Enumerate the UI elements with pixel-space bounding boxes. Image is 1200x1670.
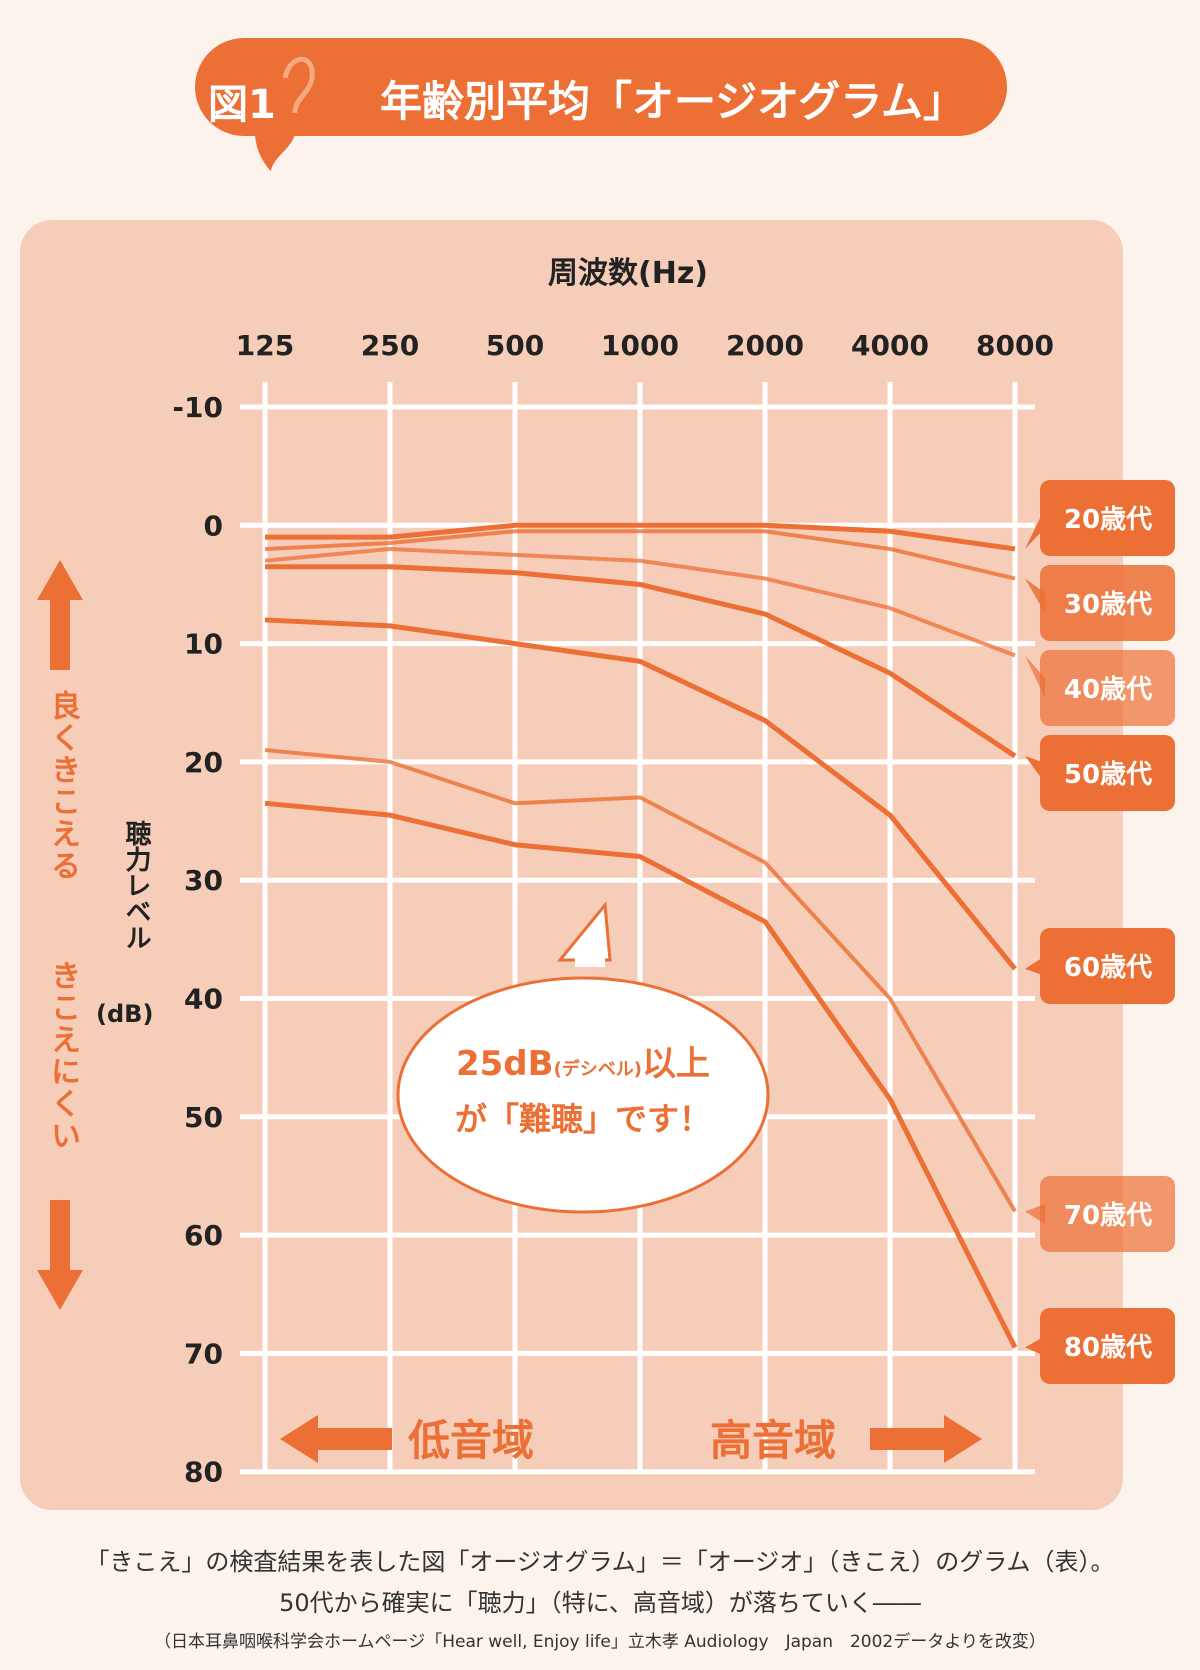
bubble-tail xyxy=(556,901,612,962)
series-line xyxy=(264,748,1017,1213)
legend-label: 80歳代 xyxy=(1064,1333,1152,1363)
y-tick-label: 70 xyxy=(184,1337,223,1370)
legend-tag xyxy=(1040,650,1175,726)
x-axis-title: 周波数(Hz) xyxy=(548,256,708,291)
high-range-label: 高音域 xyxy=(710,1416,836,1465)
high-range-arrow xyxy=(870,1415,982,1463)
legend-tag xyxy=(1040,480,1175,556)
audiogram-chart: 周波数(Hz) 125 250 500 1000 2000 4000 8000 -10 0 10 20… xyxy=(37,256,1175,1489)
y-tick-label: 10 xyxy=(184,628,223,661)
series-line xyxy=(264,529,1016,581)
ear-icon xyxy=(254,42,328,172)
legend-label: 60歳代 xyxy=(1064,953,1152,983)
low-range-label: 低音域 xyxy=(408,1416,534,1465)
y-tick-label: 60 xyxy=(184,1219,223,1252)
caption-source: （日本耳鼻咽喉科学会ホームページ「Hear well, Enjoy life」立… xyxy=(154,1632,1046,1652)
caption-line-2: 50代から確実に「聴力」（特に、高音域）が落ちていく―― xyxy=(279,1589,921,1617)
series-line xyxy=(265,564,1017,759)
x-tick-label: 2000 xyxy=(726,329,804,362)
legend-label: 30歳代 xyxy=(1064,590,1152,620)
legend-label: 50歳代 xyxy=(1064,760,1152,790)
y-tick-label: -10 xyxy=(172,391,223,424)
x-tick-label: 500 xyxy=(486,329,544,362)
series-line xyxy=(264,546,1016,658)
x-tick-label: 8000 xyxy=(976,329,1054,362)
legend-tag xyxy=(1040,565,1175,641)
worse-hearing-label: きこえにくい xyxy=(45,960,80,1152)
down-arrow xyxy=(37,1200,83,1310)
low-range-arrow xyxy=(280,1415,392,1463)
bubble-join xyxy=(575,955,605,967)
legend-tag xyxy=(1040,928,1175,1004)
x-tick-label: 125 xyxy=(236,329,294,362)
legend-tag xyxy=(1040,735,1175,811)
legend-label: 20歳代 xyxy=(1064,505,1152,535)
y-tick-label: 20 xyxy=(184,746,223,779)
y-axis-unit: (dB) xyxy=(96,1000,154,1028)
y-tick-label: 40 xyxy=(184,983,223,1016)
y-axis-title: 聴力レベル xyxy=(121,820,151,950)
legend-tag xyxy=(1040,1308,1175,1384)
y-tick-label: 30 xyxy=(184,864,223,897)
series-line xyxy=(265,522,1016,552)
legend-tag xyxy=(1040,1176,1175,1252)
y-tick-label: 50 xyxy=(184,1101,223,1134)
caption-line-1: 「きこえ」の検査結果を表した図「オージオグラム」＝「オージオ」（きこえ）のグラム… xyxy=(85,1548,1115,1576)
x-tick-label: 1000 xyxy=(601,329,679,362)
x-tick-label: 4000 xyxy=(851,329,929,362)
y-tick-label: 80 xyxy=(184,1456,223,1489)
bubble-text-line-2: が「難聴」です！ xyxy=(455,1100,711,1138)
better-hearing-label: 良くきこえる xyxy=(45,690,80,882)
bubble-text-line-1: 25dB(デシベル)以上 xyxy=(456,1044,710,1084)
title-bar xyxy=(195,38,1007,136)
x-tick-label: 250 xyxy=(361,329,419,362)
speech-bubble xyxy=(396,976,770,1214)
series-line xyxy=(264,800,1018,1349)
legend-pointer xyxy=(1025,508,1045,549)
series-line xyxy=(264,617,1017,971)
legend-label: 40歳代 xyxy=(1064,675,1152,705)
legend-label: 70歳代 xyxy=(1064,1201,1152,1231)
page-title: 年齢別平均「オージオグラム」 xyxy=(380,77,966,126)
up-arrow xyxy=(37,560,83,670)
chart-panel xyxy=(20,220,1123,1510)
figure-badge: 図1 xyxy=(208,82,276,128)
y-tick-label: 0 xyxy=(204,509,223,542)
